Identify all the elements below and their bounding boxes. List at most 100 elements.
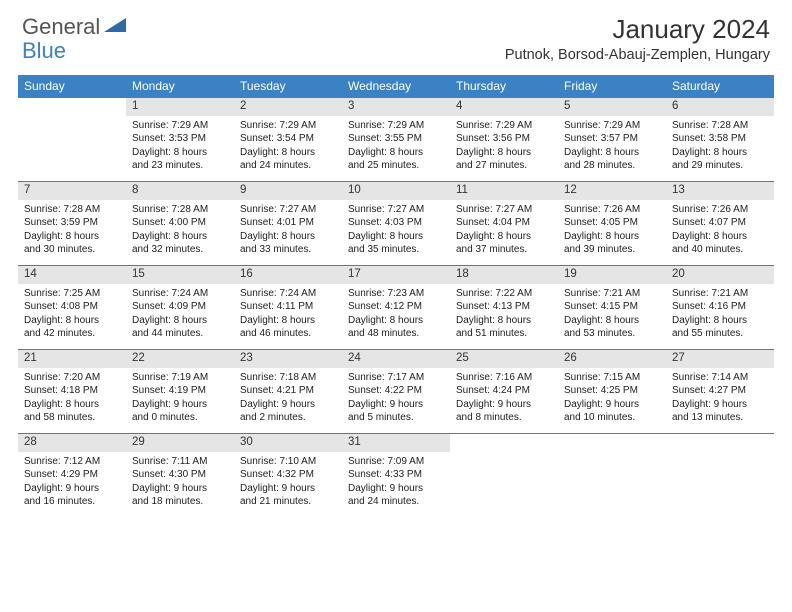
daylight-text: Daylight: 8 hours <box>672 314 768 328</box>
day-content-cell: Sunrise: 7:29 AMSunset: 3:54 PMDaylight:… <box>234 116 342 182</box>
day-content-cell: Sunrise: 7:15 AMSunset: 4:25 PMDaylight:… <box>558 368 666 434</box>
day-number-cell <box>450 434 558 452</box>
day-content-cell: Sunrise: 7:26 AMSunset: 4:05 PMDaylight:… <box>558 200 666 266</box>
day-number-cell <box>558 434 666 452</box>
daylight-text: and 46 minutes. <box>240 327 336 341</box>
logo-blue-row: Blue <box>22 38 66 64</box>
daylight-text: and 35 minutes. <box>348 243 444 257</box>
day-content-cell: Sunrise: 7:27 AMSunset: 4:01 PMDaylight:… <box>234 200 342 266</box>
day-number-cell: 26 <box>558 350 666 368</box>
daylight-text: and 39 minutes. <box>564 243 660 257</box>
daylight-text: and 30 minutes. <box>24 243 120 257</box>
daylight-text: and 24 minutes. <box>240 159 336 173</box>
daylight-text: and 53 minutes. <box>564 327 660 341</box>
sunset-text: Sunset: 3:55 PM <box>348 132 444 146</box>
sunset-text: Sunset: 4:07 PM <box>672 216 768 230</box>
day-number-cell: 15 <box>126 266 234 284</box>
daylight-text: Daylight: 8 hours <box>132 230 228 244</box>
daylight-text: Daylight: 8 hours <box>348 314 444 328</box>
sunset-text: Sunset: 4:19 PM <box>132 384 228 398</box>
day-content-cell: Sunrise: 7:29 AMSunset: 3:56 PMDaylight:… <box>450 116 558 182</box>
day-number-cell: 17 <box>342 266 450 284</box>
sunset-text: Sunset: 3:54 PM <box>240 132 336 146</box>
sunset-text: Sunset: 4:25 PM <box>564 384 660 398</box>
day-content-cell: Sunrise: 7:23 AMSunset: 4:12 PMDaylight:… <box>342 284 450 350</box>
sunset-text: Sunset: 4:08 PM <box>24 300 120 314</box>
daylight-text: and 21 minutes. <box>240 495 336 509</box>
day-content-cell: Sunrise: 7:29 AMSunset: 3:57 PMDaylight:… <box>558 116 666 182</box>
day-content-cell: Sunrise: 7:10 AMSunset: 4:32 PMDaylight:… <box>234 452 342 518</box>
daylight-text: Daylight: 8 hours <box>672 146 768 160</box>
day-content-cell: Sunrise: 7:28 AMSunset: 3:59 PMDaylight:… <box>18 200 126 266</box>
day-content-cell: Sunrise: 7:27 AMSunset: 4:04 PMDaylight:… <box>450 200 558 266</box>
content-row: Sunrise: 7:25 AMSunset: 4:08 PMDaylight:… <box>18 284 774 350</box>
day-content-cell: Sunrise: 7:25 AMSunset: 4:08 PMDaylight:… <box>18 284 126 350</box>
daylight-text: and 55 minutes. <box>672 327 768 341</box>
sunrise-text: Sunrise: 7:22 AM <box>456 287 552 301</box>
sunrise-text: Sunrise: 7:24 AM <box>132 287 228 301</box>
day-content-cell: Sunrise: 7:29 AMSunset: 3:55 PMDaylight:… <box>342 116 450 182</box>
sunrise-text: Sunrise: 7:20 AM <box>24 371 120 385</box>
content-row: Sunrise: 7:28 AMSunset: 3:59 PMDaylight:… <box>18 200 774 266</box>
sunset-text: Sunset: 4:04 PM <box>456 216 552 230</box>
day-number-cell: 20 <box>666 266 774 284</box>
daylight-text: and 23 minutes. <box>132 159 228 173</box>
day-content-cell: Sunrise: 7:17 AMSunset: 4:22 PMDaylight:… <box>342 368 450 434</box>
daylight-text: and 33 minutes. <box>240 243 336 257</box>
sunrise-text: Sunrise: 7:16 AM <box>456 371 552 385</box>
daylight-text: and 32 minutes. <box>132 243 228 257</box>
daylight-text: and 25 minutes. <box>348 159 444 173</box>
sunset-text: Sunset: 4:32 PM <box>240 468 336 482</box>
day-content-cell <box>666 452 774 518</box>
sunrise-text: Sunrise: 7:27 AM <box>456 203 552 217</box>
sunrise-text: Sunrise: 7:29 AM <box>564 119 660 133</box>
logo: General <box>22 14 128 40</box>
daynum-row: 21222324252627 <box>18 350 774 368</box>
content-row: Sunrise: 7:29 AMSunset: 3:53 PMDaylight:… <box>18 116 774 182</box>
day-number-cell: 16 <box>234 266 342 284</box>
daylight-text: Daylight: 8 hours <box>132 146 228 160</box>
weekday-header: Monday <box>126 75 234 98</box>
day-content-cell: Sunrise: 7:11 AMSunset: 4:30 PMDaylight:… <box>126 452 234 518</box>
daynum-row: 123456 <box>18 98 774 116</box>
day-content-cell: Sunrise: 7:16 AMSunset: 4:24 PMDaylight:… <box>450 368 558 434</box>
header: General January 2024 Putnok, Borsod-Abau… <box>0 0 792 67</box>
daylight-text: Daylight: 8 hours <box>672 230 768 244</box>
day-number-cell: 4 <box>450 98 558 116</box>
day-number-cell <box>666 434 774 452</box>
weekday-header: Tuesday <box>234 75 342 98</box>
day-number-cell: 3 <box>342 98 450 116</box>
day-content-cell: Sunrise: 7:22 AMSunset: 4:13 PMDaylight:… <box>450 284 558 350</box>
daylight-text: Daylight: 8 hours <box>240 146 336 160</box>
daylight-text: Daylight: 9 hours <box>564 398 660 412</box>
day-content-cell <box>450 452 558 518</box>
sunset-text: Sunset: 4:11 PM <box>240 300 336 314</box>
daylight-text: Daylight: 8 hours <box>564 230 660 244</box>
sunset-text: Sunset: 4:03 PM <box>348 216 444 230</box>
day-content-cell: Sunrise: 7:24 AMSunset: 4:11 PMDaylight:… <box>234 284 342 350</box>
day-number-cell: 11 <box>450 182 558 200</box>
sunrise-text: Sunrise: 7:28 AM <box>24 203 120 217</box>
daylight-text: Daylight: 8 hours <box>348 230 444 244</box>
sunrise-text: Sunrise: 7:28 AM <box>672 119 768 133</box>
day-number-cell: 13 <box>666 182 774 200</box>
day-content-cell: Sunrise: 7:28 AMSunset: 3:58 PMDaylight:… <box>666 116 774 182</box>
daylight-text: and 51 minutes. <box>456 327 552 341</box>
weekday-header: Sunday <box>18 75 126 98</box>
logo-text-blue: Blue <box>22 38 66 63</box>
weekday-header: Friday <box>558 75 666 98</box>
day-number-cell: 8 <box>126 182 234 200</box>
daylight-text: and 2 minutes. <box>240 411 336 425</box>
daylight-text: Daylight: 9 hours <box>24 482 120 496</box>
weekday-header: Thursday <box>450 75 558 98</box>
day-number-cell: 25 <box>450 350 558 368</box>
day-number-cell: 31 <box>342 434 450 452</box>
day-number-cell: 19 <box>558 266 666 284</box>
day-content-cell <box>558 452 666 518</box>
sunset-text: Sunset: 4:33 PM <box>348 468 444 482</box>
sunset-text: Sunset: 4:05 PM <box>564 216 660 230</box>
daylight-text: and 40 minutes. <box>672 243 768 257</box>
sunrise-text: Sunrise: 7:19 AM <box>132 371 228 385</box>
day-number-cell: 22 <box>126 350 234 368</box>
sunset-text: Sunset: 4:30 PM <box>132 468 228 482</box>
